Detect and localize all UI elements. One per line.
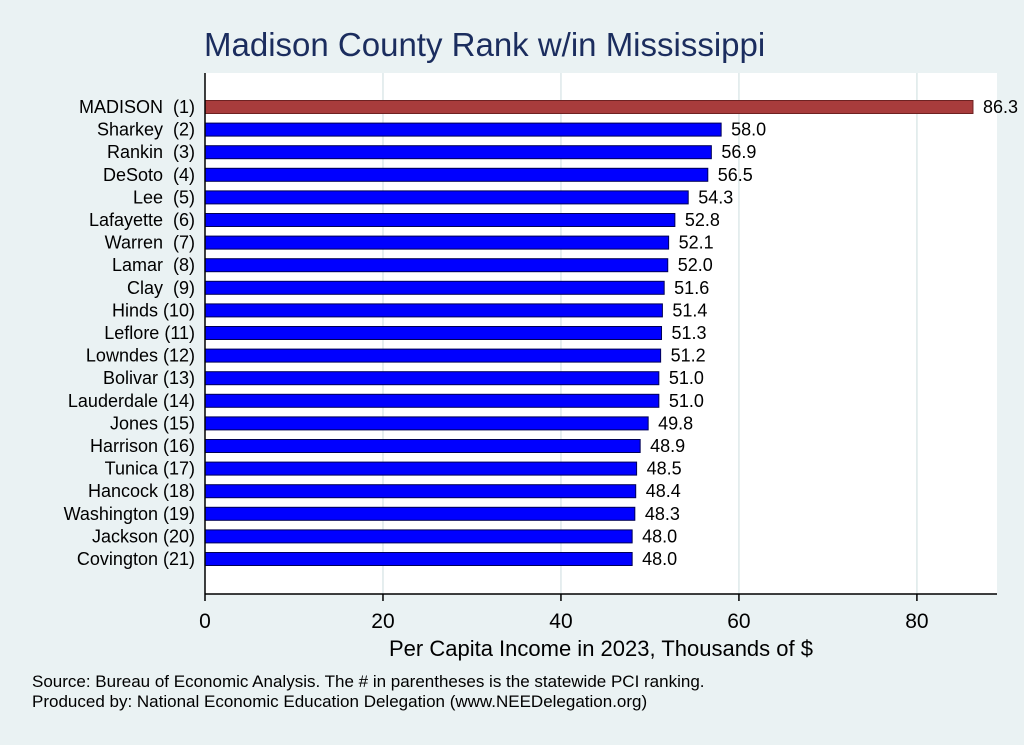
category-label: Lauderdale (14)	[68, 391, 195, 411]
value-label: 56.5	[718, 165, 753, 185]
category-label: Tunica (17)	[105, 459, 195, 479]
category-label: Hinds (10)	[112, 300, 195, 320]
bars	[204, 100, 974, 566]
bar	[204, 167, 709, 182]
category-label: Bolivar (13)	[103, 368, 195, 388]
value-label: 54.3	[698, 187, 733, 207]
bar	[204, 235, 670, 250]
category-label: MADISON (1)	[79, 97, 195, 117]
value-label: 49.8	[658, 413, 693, 433]
value-label: 58.0	[731, 120, 766, 140]
value-label: 52.1	[679, 233, 714, 253]
category-label: Rankin (3)	[107, 142, 195, 162]
chart-title: Madison County Rank w/in Mississippi	[204, 26, 766, 63]
value-label: 51.2	[671, 346, 706, 366]
value-label: 51.0	[669, 368, 704, 388]
category-label: Lee (5)	[133, 187, 195, 207]
x-tick-label: 80	[905, 610, 928, 633]
x-tick-label: 40	[549, 610, 572, 633]
value-label: 56.9	[721, 142, 756, 162]
category-label: Lamar (8)	[112, 255, 195, 275]
x-tick-label: 60	[727, 610, 750, 633]
bar	[204, 461, 638, 476]
source-note: Source: Bureau of Economic Analysis. The…	[32, 672, 705, 691]
value-label: 51.0	[669, 391, 704, 411]
bar	[204, 416, 649, 431]
category-label: Jackson (20)	[92, 526, 195, 546]
category-label: Sharkey (2)	[97, 120, 195, 140]
x-tick-label: 20	[371, 610, 394, 633]
category-label: Jones (15)	[110, 413, 195, 433]
bar	[204, 326, 663, 340]
bar	[204, 190, 689, 205]
bar	[204, 393, 660, 408]
bar	[204, 371, 660, 386]
bar	[204, 529, 633, 544]
value-label: 48.5	[647, 459, 682, 479]
category-label: Lafayette (6)	[89, 210, 195, 230]
bar	[204, 213, 676, 227]
axes	[204, 73, 997, 601]
value-label: 48.0	[642, 549, 677, 569]
category-label: Warren (7)	[105, 233, 195, 253]
value-label: 48.3	[645, 504, 680, 524]
category-labels: MADISON (1) Sharkey (2)Rankin (3) DeSoto (…	[64, 97, 195, 569]
value-label: 52.0	[678, 255, 713, 275]
category-label: Washington (19)	[64, 504, 195, 524]
category-label: Lowndes (12)	[86, 346, 195, 366]
produced-by-note: Produced by: National Economic Education…	[32, 692, 648, 711]
bar	[204, 122, 722, 137]
bar	[204, 280, 665, 295]
bar	[204, 100, 974, 114]
value-label: 86.3	[983, 97, 1018, 117]
category-label: Clay (9)	[127, 278, 195, 298]
category-label: DeSoto (4)	[103, 165, 195, 185]
value-label: 51.6	[674, 278, 709, 298]
value-label: 48.9	[650, 436, 685, 456]
bar	[204, 439, 641, 453]
bar	[204, 303, 663, 318]
x-tick-label: 0	[199, 610, 211, 633]
category-label: Harrison (16)	[90, 436, 195, 456]
bar	[204, 506, 636, 521]
category-label: Leflore (11)	[104, 323, 195, 343]
x-axis-title: Per Capita Income in 2023, Thousands of …	[389, 636, 813, 661]
value-label: 51.3	[672, 323, 707, 343]
tick-labels: 0 20 40 60 80	[199, 610, 928, 633]
value-label: 48.0	[642, 526, 677, 546]
category-label: Hancock (18)	[88, 481, 195, 501]
bar	[204, 484, 637, 499]
value-label: 48.4	[646, 481, 681, 501]
value-label: 51.4	[672, 300, 707, 320]
category-label: Covington (21)	[77, 549, 195, 569]
bar	[204, 145, 712, 160]
value-label: 52.8	[685, 210, 720, 230]
value-labels: 86.3 58.056.9 56.554.3 52.8 52.152.0 51.651.4…	[642, 97, 1018, 569]
bar	[204, 258, 669, 273]
bar	[204, 552, 633, 566]
bar	[204, 348, 662, 363]
